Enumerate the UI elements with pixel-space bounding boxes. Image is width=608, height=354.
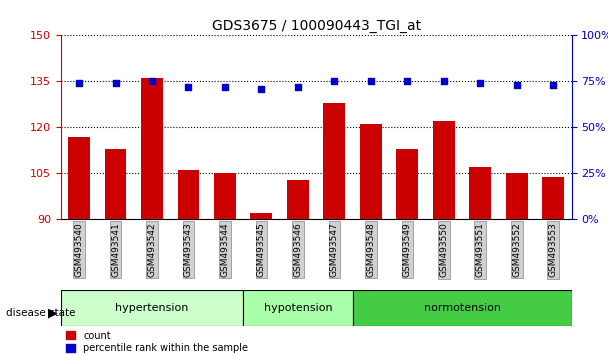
Point <box>184 84 193 90</box>
Bar <box>214 173 236 219</box>
Point <box>293 84 303 90</box>
Point <box>111 80 120 86</box>
Title: GDS3675 / 100090443_TGI_at: GDS3675 / 100090443_TGI_at <box>212 19 421 33</box>
Text: GSM493550: GSM493550 <box>440 222 448 277</box>
Text: GSM493553: GSM493553 <box>549 222 558 277</box>
Point <box>330 79 339 84</box>
Bar <box>433 121 455 219</box>
Text: GSM493545: GSM493545 <box>257 222 266 277</box>
Legend: count, percentile rank within the sample: count, percentile rank within the sample <box>66 331 248 353</box>
Text: hypertension: hypertension <box>116 303 188 313</box>
Bar <box>287 179 309 219</box>
Bar <box>542 177 564 219</box>
Point <box>512 82 522 88</box>
Point <box>402 79 412 84</box>
Point <box>548 82 558 88</box>
Bar <box>396 149 418 219</box>
Text: GSM493552: GSM493552 <box>513 222 521 277</box>
Point <box>439 79 449 84</box>
Point <box>475 80 485 86</box>
Text: GSM493547: GSM493547 <box>330 222 339 277</box>
FancyBboxPatch shape <box>353 290 572 326</box>
Bar <box>178 170 199 219</box>
Bar <box>141 78 163 219</box>
Text: GSM493543: GSM493543 <box>184 222 193 277</box>
Text: GSM493548: GSM493548 <box>367 222 375 277</box>
Text: GSM493542: GSM493542 <box>148 222 156 277</box>
Point <box>147 79 157 84</box>
Text: hypotension: hypotension <box>264 303 332 313</box>
Text: GSM493551: GSM493551 <box>476 222 485 277</box>
Point <box>257 86 266 92</box>
FancyBboxPatch shape <box>61 290 243 326</box>
Point <box>74 80 84 86</box>
Text: disease state: disease state <box>6 308 75 318</box>
Bar <box>250 213 272 219</box>
Bar <box>506 173 528 219</box>
Bar <box>360 124 382 219</box>
Text: GSM493540: GSM493540 <box>75 222 83 277</box>
Bar <box>469 167 491 219</box>
Text: GSM493541: GSM493541 <box>111 222 120 277</box>
FancyBboxPatch shape <box>243 290 353 326</box>
Text: normotension: normotension <box>424 303 500 313</box>
Text: GSM493549: GSM493549 <box>403 222 412 277</box>
Text: ▶: ▶ <box>48 307 58 320</box>
Bar <box>323 103 345 219</box>
Bar <box>68 137 90 219</box>
Text: GSM493546: GSM493546 <box>294 222 302 277</box>
Point <box>220 84 230 90</box>
Text: GSM493544: GSM493544 <box>221 222 229 277</box>
Bar <box>105 149 126 219</box>
Point <box>366 79 376 84</box>
